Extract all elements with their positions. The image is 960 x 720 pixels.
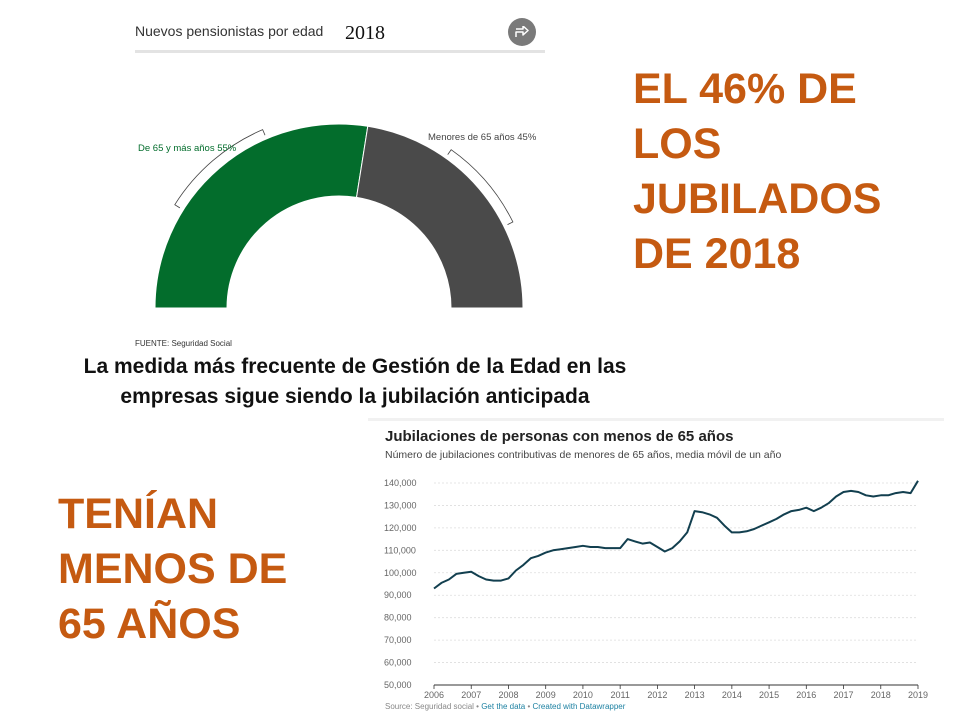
headline-right-line: DE 2018: [633, 230, 801, 278]
y-tick-label: 60,000: [384, 658, 412, 668]
donut-leader-line-under-65: [447, 149, 514, 225]
donut-chart-year: 2018: [345, 22, 385, 44]
x-tick-label: 2013: [685, 690, 705, 700]
x-tick-label: 2014: [722, 690, 742, 700]
line-chart-grid: [434, 482, 918, 686]
headline-right: EL 46% DE LOS JUBILADOS DE 2018: [633, 62, 881, 282]
donut-slice-under-65: [355, 125, 524, 309]
y-tick-label: 120,000: [384, 523, 417, 533]
x-tick-label: 2015: [759, 690, 779, 700]
subheadline-line: empresas sigue siendo la jubilación anti…: [120, 385, 590, 408]
x-tick-label: 2008: [498, 690, 518, 700]
subheadline: La medida más frecuente de Gestión de la…: [20, 352, 690, 412]
donut-label-65-plus: De 65 y más años 55%: [138, 143, 237, 154]
headline-right-line: EL 46% DE: [633, 65, 857, 113]
y-tick-label: 70,000: [384, 635, 412, 645]
line-chart-footer: Source: Seguridad social • Get the data …: [385, 702, 625, 711]
headline-left-line: TENÍAN: [58, 490, 219, 538]
x-tick-label: 2007: [461, 690, 481, 700]
x-tick-label: 2009: [536, 690, 556, 700]
x-tick-label: 2006: [424, 690, 444, 700]
headline-left-line: MENOS DE: [58, 545, 288, 593]
share-button[interactable]: [508, 18, 536, 46]
line-chart: 50,000 60,000 70,000 80,000 90,000 100,000 110…: [384, 478, 928, 700]
line-chart-y-axis: 50,000 60,000 70,000 80,000 90,000 100,000 110…: [384, 478, 417, 690]
donut-chart: De 65 y más años 55% Menores de 65 años …: [138, 123, 537, 309]
line-chart-x-axis: 2006 2007 2008 2009 2010 2011 2012 2013 2014 2015…: [424, 685, 928, 700]
headline-right-line: LOS: [633, 120, 722, 168]
y-tick-label: 80,000: [384, 613, 412, 623]
headline-left: TENÍAN MENOS DE 65 AÑOS: [58, 487, 287, 652]
x-tick-label: 2011: [610, 690, 629, 700]
x-tick-label: 2017: [834, 690, 854, 700]
y-tick-label: 100,000: [384, 568, 417, 578]
y-tick-label: 50,000: [384, 680, 412, 690]
line-footer-source: Source: Seguridad social: [385, 702, 474, 711]
y-tick-label: 110,000: [384, 545, 416, 555]
subheadline-line: La medida más frecuente de Gestión de la…: [83, 355, 627, 378]
line-chart-subtitle: Número de jubilaciones contributivas de …: [385, 449, 782, 461]
y-tick-label: 140,000: [384, 478, 417, 488]
donut-chart-header: Nuevos pensionistas por edad 2018: [135, 10, 545, 53]
get-the-data-link[interactable]: Get the data: [481, 702, 526, 711]
line-footer-separator: •: [473, 702, 482, 711]
line-chart-title: Jubilaciones de personas con menos de 65…: [385, 428, 734, 445]
donut-leader-line-65-plus: [174, 129, 266, 209]
donut-label-under-65: Menores de 65 años 45%: [428, 132, 537, 143]
created-with-datawrapper-link[interactable]: Created with Datawrapper: [532, 702, 626, 711]
x-tick-label: 2012: [647, 690, 667, 700]
line-footer-separator: •: [525, 702, 533, 711]
line-chart-top-border: [368, 418, 944, 421]
donut-slice-65-plus: [154, 123, 369, 309]
x-tick-label: 2019: [908, 690, 928, 700]
x-tick-label: 2010: [573, 690, 593, 700]
line-series-jubilaciones: [433, 480, 919, 590]
y-tick-label: 90,000: [384, 590, 412, 600]
headline-right-line: JUBILADOS: [633, 175, 882, 223]
donut-source: FUENTE: Seguridad Social: [135, 339, 232, 348]
x-tick-label: 2018: [871, 690, 891, 700]
share-icon: [515, 26, 529, 37]
x-tick-label: 2016: [796, 690, 816, 700]
y-tick-label: 130,000: [384, 500, 417, 510]
donut-chart-title: Nuevos pensionistas por edad: [135, 23, 324, 39]
headline-left-line: 65 AÑOS: [58, 600, 241, 648]
